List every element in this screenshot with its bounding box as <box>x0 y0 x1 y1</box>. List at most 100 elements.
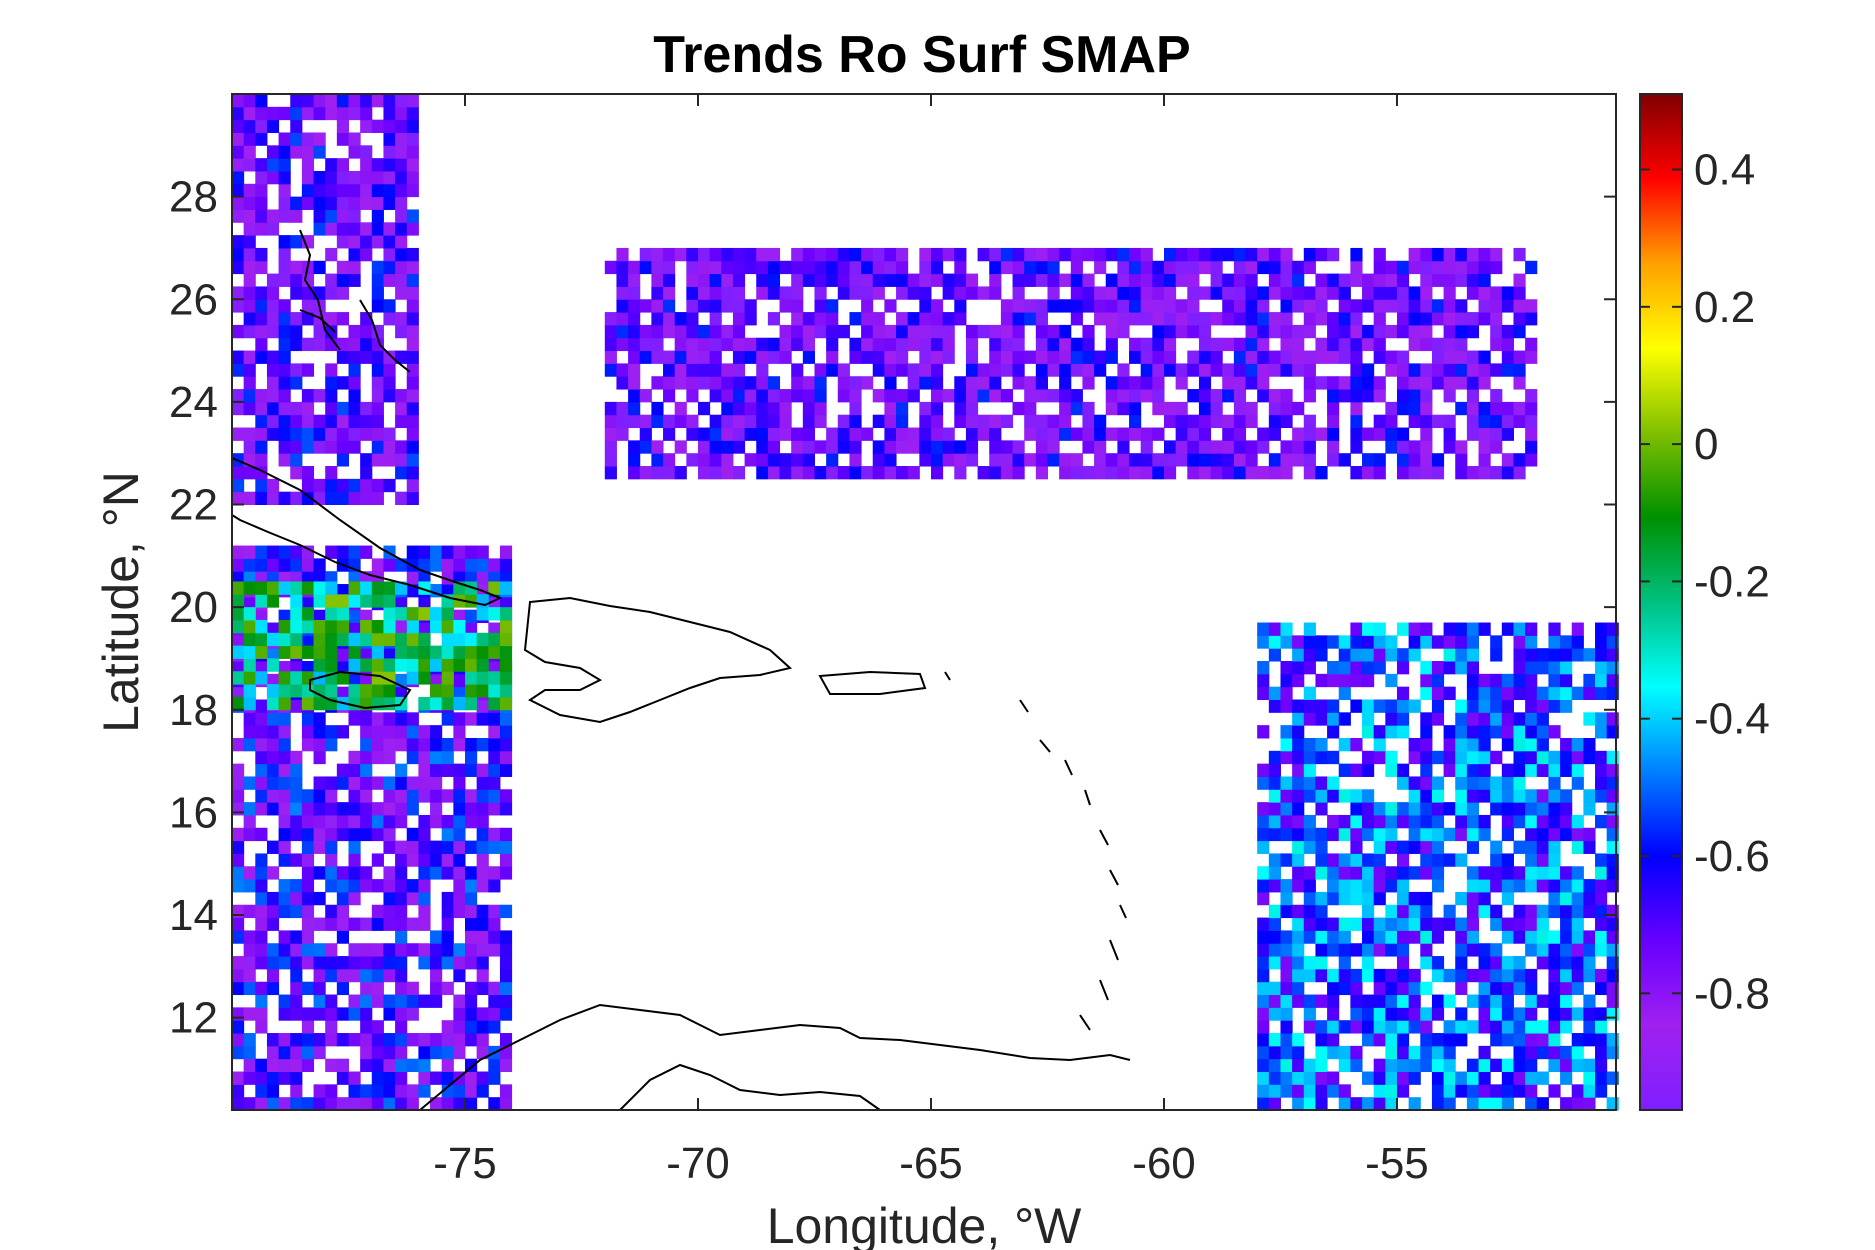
trend-cell <box>499 581 513 595</box>
trend-cell <box>418 943 431 957</box>
trend-cell <box>464 789 478 803</box>
trend-cell <box>837 286 850 300</box>
trend-cell <box>1012 247 1025 262</box>
trend-cell <box>278 440 291 454</box>
trend-cell <box>1303 389 1316 403</box>
trend-cell <box>1338 981 1351 996</box>
trend-cell <box>371 440 384 454</box>
trend-cell <box>1350 414 1363 429</box>
trend-cell <box>348 696 361 711</box>
trend-cell <box>1268 286 1281 300</box>
trend-cell <box>1385 699 1398 713</box>
trend-cell <box>1536 648 1549 662</box>
trend-cell <box>488 750 501 765</box>
trend-cell <box>1420 466 1433 480</box>
trend-cell <box>721 414 734 429</box>
trend-cell <box>243 273 256 287</box>
trend-cell <box>732 247 746 262</box>
trend-cell <box>383 1058 396 1073</box>
trend-cell <box>1152 401 1165 416</box>
trend-cell <box>1350 981 1363 996</box>
trend-cell <box>499 763 513 777</box>
trend-cell <box>1571 866 1584 880</box>
trend-cell <box>721 260 734 275</box>
trend-cell <box>732 337 746 352</box>
trend-cell <box>1396 389 1410 403</box>
trend-cell <box>371 414 384 429</box>
trend-cell <box>325 222 338 236</box>
trend-cell <box>395 273 408 287</box>
trend-cell <box>1606 622 1619 636</box>
trend-cell <box>1385 427 1398 441</box>
trend-cell <box>441 607 454 621</box>
trend-cell <box>255 453 268 467</box>
trend-cell <box>441 632 454 647</box>
trend-cell <box>721 273 734 287</box>
trend-cell <box>1431 350 1445 364</box>
trend-cell <box>383 619 396 634</box>
trend-cell <box>1396 363 1410 377</box>
trend-cell <box>1233 247 1247 262</box>
trend-cell <box>290 1045 303 1060</box>
trend-cell <box>849 414 862 429</box>
trend-cell <box>663 324 676 339</box>
trend-cell <box>464 981 478 996</box>
trend-cell <box>313 389 326 403</box>
trend-cell <box>1501 466 1514 480</box>
trend-cell <box>1152 453 1165 467</box>
trend-cell <box>1490 1058 1503 1073</box>
trend-cell <box>1047 247 1060 262</box>
trend-cell <box>1478 879 1491 893</box>
trend-cell <box>255 917 268 931</box>
trend-cell <box>1396 440 1410 454</box>
trend-cell <box>1501 337 1514 352</box>
trend-cell <box>1117 453 1130 467</box>
trend-cell <box>1338 943 1351 957</box>
trend-cell <box>1420 1020 1433 1034</box>
trend-cell <box>1268 453 1281 467</box>
trend-cell <box>336 725 349 739</box>
trend-cell <box>383 776 396 790</box>
trend-cell <box>1548 879 1561 893</box>
trend-cell <box>348 879 361 893</box>
trend-cell <box>872 414 885 429</box>
trend-cell <box>1501 401 1514 416</box>
trend-cell <box>604 466 617 480</box>
trend-cell <box>1152 260 1165 275</box>
trend-cell <box>919 363 932 377</box>
trend-cell <box>1105 299 1118 313</box>
trend-cell <box>313 994 326 1008</box>
trend-cell <box>464 879 478 893</box>
trend-cell <box>1257 1020 1270 1034</box>
trend-cell <box>371 879 384 893</box>
trend-cell <box>243 209 256 223</box>
trend-cell <box>1315 840 1328 854</box>
trend-cell <box>1070 273 1083 287</box>
trend-cell <box>1431 956 1445 970</box>
trend-cell <box>301 827 315 842</box>
trend-cell <box>395 866 408 880</box>
trend-cell <box>464 866 478 880</box>
trend-cell <box>1396 466 1410 480</box>
trend-cell <box>1175 312 1188 326</box>
trend-cell <box>1012 260 1025 275</box>
trend-cell <box>395 350 408 364</box>
trend-cell <box>1595 930 1608 944</box>
trend-cell <box>255 545 268 559</box>
trend-cell <box>476 1084 489 1098</box>
trend-cell <box>1245 312 1258 326</box>
trend-cell <box>406 981 419 996</box>
trend-cell <box>896 247 909 262</box>
trend-cell <box>651 337 664 352</box>
trend-cell <box>371 1058 384 1073</box>
trend-cell <box>406 571 419 585</box>
trend-cell <box>266 737 280 752</box>
trend-cell <box>1362 956 1375 970</box>
trend-cell <box>732 260 746 275</box>
trend-cell <box>1163 363 1177 377</box>
trend-cell <box>1431 1033 1445 1047</box>
trend-cell <box>278 930 291 944</box>
trend-cell <box>1536 699 1549 713</box>
trend-cell <box>1595 622 1608 636</box>
trend-cell <box>896 260 909 275</box>
